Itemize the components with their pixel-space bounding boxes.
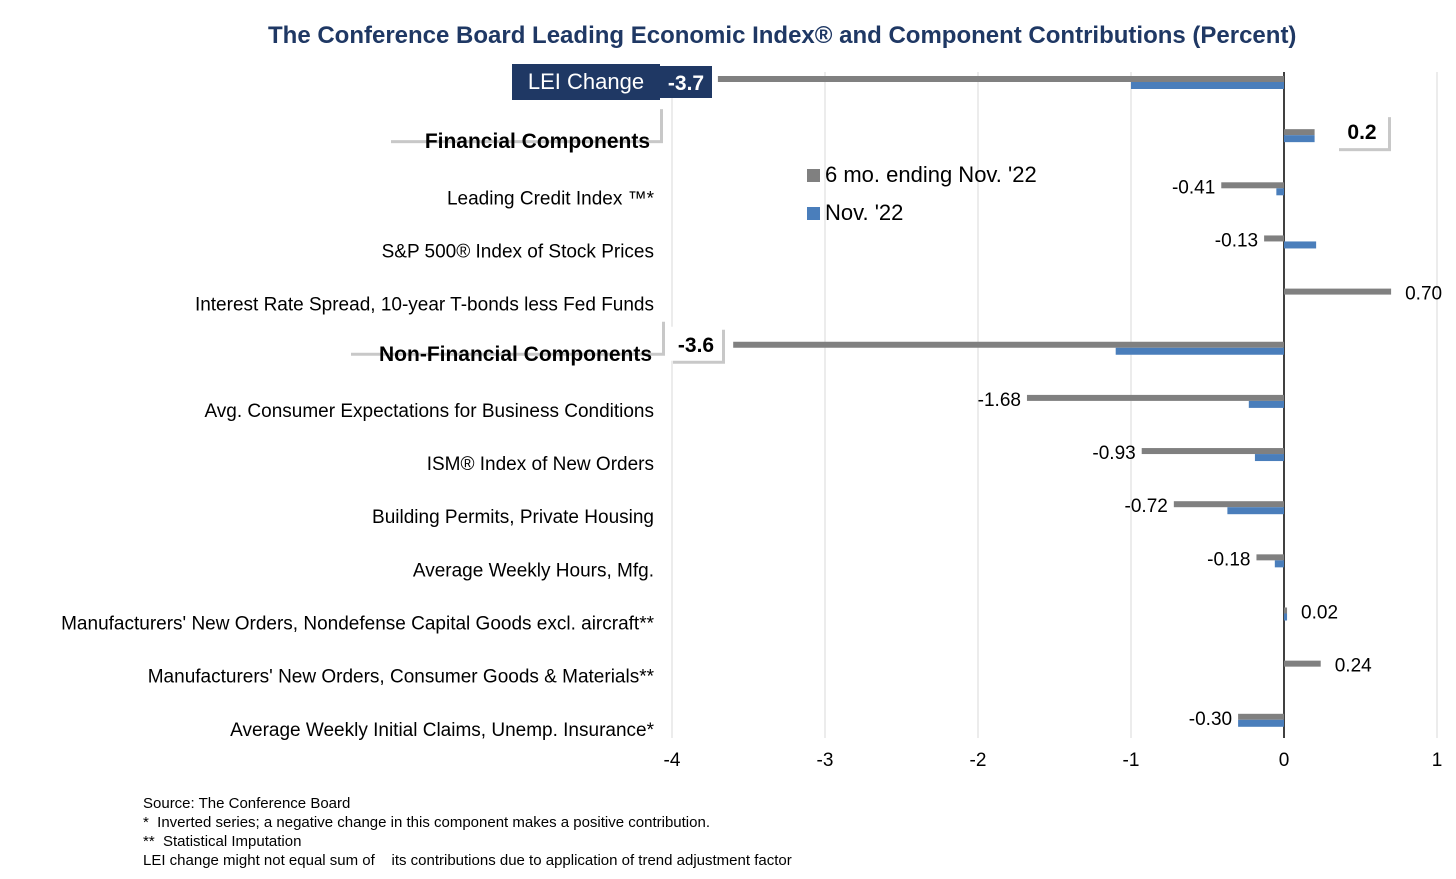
x-tick-label: -4 [664,750,681,771]
footnote-source: Source: The Conference Board [143,795,351,812]
value-label-box [660,66,712,98]
bar-monthly [1227,507,1284,515]
group-label-box [348,318,662,353]
category-label: ISM® Index of New Orders [427,454,654,475]
x-tick-label: 1 [1432,750,1443,771]
bar-monthly [1284,241,1317,249]
bar-six-month [1173,501,1284,508]
bar-monthly [1284,613,1288,621]
value-label: -0.13 [1215,230,1258,251]
value-label: -0.72 [1125,496,1168,517]
value-label: 0.70 [1405,284,1442,305]
bar-six-month [1141,448,1284,455]
value-label: 0.02 [1301,603,1338,624]
category-label: Building Permits, Private Housing [372,507,654,528]
legend-swatch [807,207,820,220]
value-label: 0.24 [1335,656,1372,677]
value-label: 0.2 [1347,121,1376,144]
category-label: Average Weekly Initial Claims, Unemp. In… [230,720,654,741]
category-label: LEI Change [528,69,644,94]
footnote-imputation: ** Statistical Imputation [143,833,302,850]
category-label: Manufacturers' New Orders, Nondefense Ca… [61,614,654,635]
category-label: Average Weekly Hours, Mfg. [413,560,654,581]
legend-swatch [807,169,820,182]
bar-monthly [1115,347,1284,355]
category-label: Avg. Consumer Expectations for Business … [204,401,654,422]
value-label: -0.18 [1207,549,1250,570]
group-label-box [388,106,660,141]
bar-six-month [1284,288,1392,295]
footnote-trend: LEI change might not equal sum of its co… [143,852,792,869]
bar-six-month [733,341,1284,348]
footnote-inverted: * Inverted series; a negative change in … [143,814,710,831]
bar-monthly [1284,135,1315,143]
bar-six-month [1284,129,1315,136]
bar-six-month [1238,713,1284,720]
value-label: -1.68 [978,390,1021,411]
value-label: -0.93 [1092,443,1135,464]
x-tick-label: 0 [1279,750,1290,771]
category-label: Leading Credit Index ™* [447,188,655,209]
bar-monthly [1276,188,1284,196]
chart-title: The Conference Board Leading Economic In… [268,22,1297,49]
bar-six-month [1256,554,1284,561]
value-label-box [1336,114,1388,149]
bar-six-month [717,76,1284,82]
legend-label: Nov. '22 [825,200,903,225]
bar-monthly [1131,82,1284,89]
footnotes: Source: The Conference Board * Inverted … [143,794,792,870]
category-label: S&P 500® Index of Stock Prices [382,241,654,262]
bar-monthly [1254,454,1284,462]
value-label: -0.41 [1172,177,1215,198]
category-label: Interest Rate Spread, 10-year T-bonds le… [195,295,654,316]
bar-six-month [1221,182,1284,189]
value-label: -3.7 [668,72,704,95]
legend-label: 6 mo. ending Nov. '22 [825,162,1037,187]
bar-monthly [1238,719,1284,727]
value-label: -0.30 [1189,709,1232,730]
x-tick-label: -1 [1123,750,1140,771]
bar-six-month [1026,394,1284,401]
bar-six-month [1264,235,1284,242]
value-label-box [670,326,722,361]
x-tick-label: -2 [970,750,987,771]
bar-monthly [1274,560,1284,568]
bar-six-month [1284,660,1321,667]
bar-six-month [1284,607,1288,614]
lei-label-box [512,64,660,100]
x-tick-label: -3 [817,750,834,771]
value-label: -3.6 [678,334,714,357]
category-label: Financial Components [425,130,650,153]
category-label: Non-Financial Components [379,343,652,366]
bar-monthly [1248,400,1284,408]
category-label: Manufacturers' New Orders, Consumer Good… [148,667,655,688]
